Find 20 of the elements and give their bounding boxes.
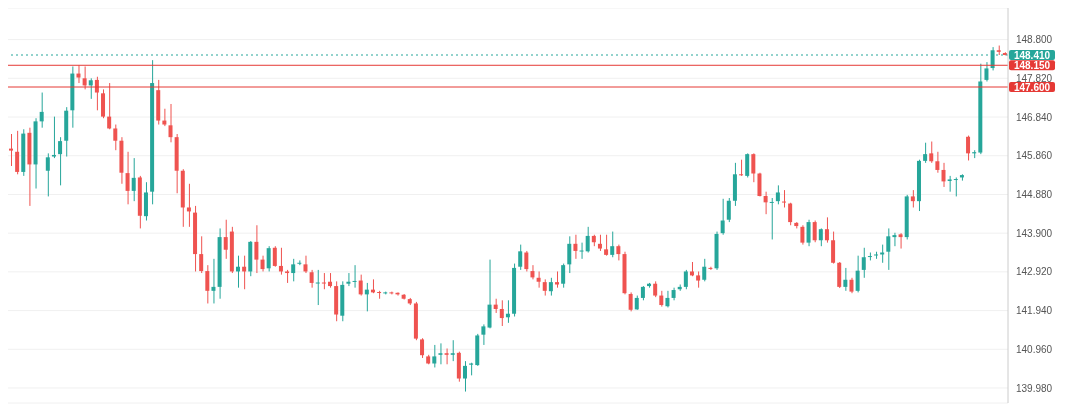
y-tick-label: 142.920: [1016, 266, 1053, 278]
candlestick: [321, 273, 326, 290]
y-tick-label: 144.880: [1016, 188, 1053, 200]
candlestick: [51, 116, 56, 159]
y-tick-label: 147.820: [1016, 72, 1053, 84]
candlestick: [769, 198, 774, 240]
candlestick: [953, 177, 958, 197]
y-tick-label: 143.900: [1016, 227, 1053, 239]
y-tick-label: 148.800: [1016, 34, 1053, 46]
y-tick-label: 145.860: [1016, 150, 1053, 162]
ref-line-label: 148.410: [1013, 49, 1051, 61]
candlestick: [315, 269, 320, 306]
y-tick-label: 139.980: [1016, 382, 1053, 394]
y-tick-label: 140.960: [1016, 343, 1053, 355]
candlestick: [9, 134, 13, 166]
ref-line-label: 148.150: [1013, 59, 1051, 71]
y-tick-label: 141.940: [1016, 305, 1053, 317]
y-tick-label: 146.840: [1016, 111, 1053, 123]
ref-line-label: 147.600: [1013, 81, 1051, 93]
candlestick: [739, 159, 744, 176]
